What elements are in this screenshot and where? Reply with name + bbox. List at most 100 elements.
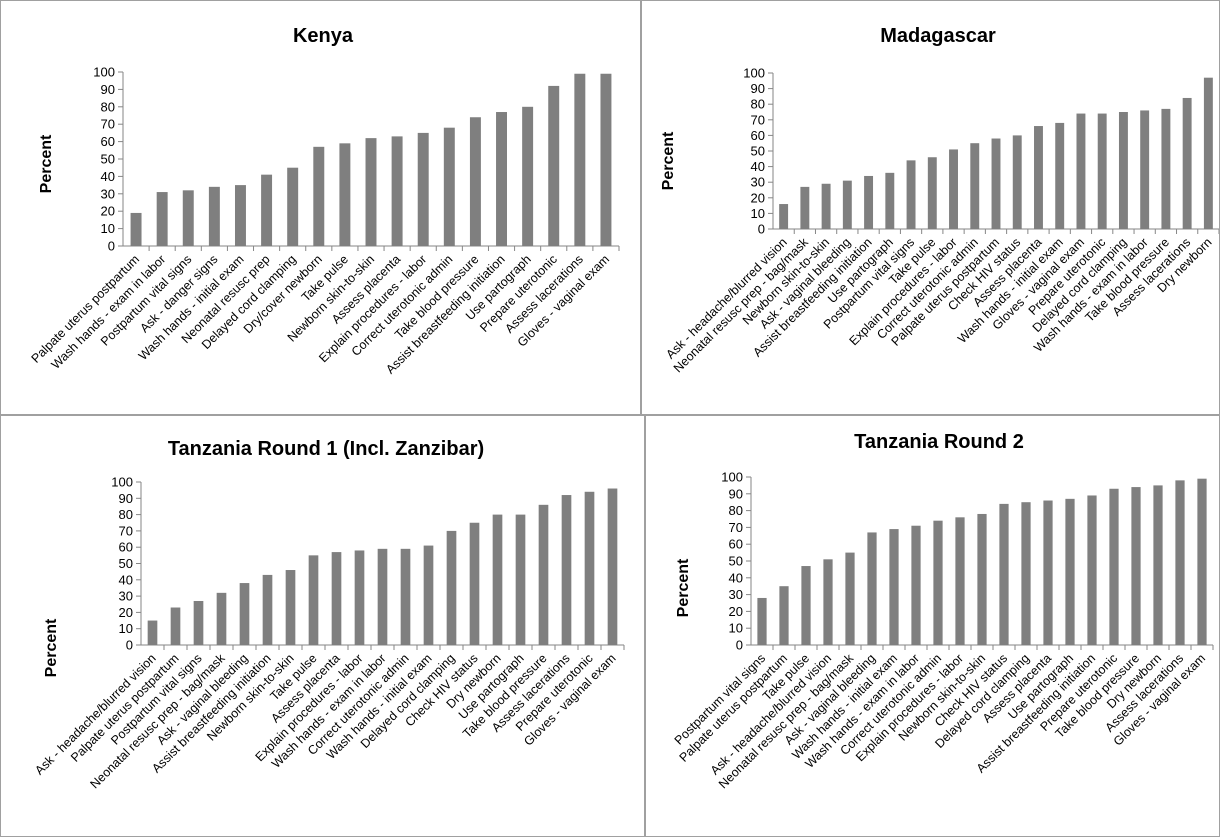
bar-ask-vaginal-bleeding [239, 583, 250, 645]
chart-title: Tanzania Round 2 [854, 431, 1024, 453]
bar-delayed-cord-clamping [287, 167, 299, 246]
bar-take-pulse [308, 555, 319, 645]
bar-ask-headache-blurred-vision [147, 620, 158, 645]
y-tick-label: 90 [751, 81, 765, 96]
bar-assess-placenta [1043, 500, 1053, 645]
y-axis-label: Percent [38, 134, 55, 193]
y-tick-label: 70 [729, 520, 743, 535]
bar-wash-hands-initial-exam [423, 545, 434, 645]
y-axis-label: Percent [675, 558, 692, 617]
bar-assess-placenta [391, 136, 403, 246]
y-tick-label: 50 [751, 144, 765, 159]
bar-ask-vaginal-bleeding [867, 532, 877, 645]
bar-neonatal-resusc-prep-bag-mask [216, 592, 227, 645]
y-tick-label: 0 [126, 638, 133, 653]
bar-newborn-skin-to-skin [977, 513, 987, 645]
y-tick-label: 30 [751, 175, 765, 190]
bar-prepare-uterotonic [1097, 113, 1107, 229]
bar-check-hiv-status [1012, 135, 1022, 229]
bar-check-hiv-status [999, 503, 1009, 645]
y-tick-label: 30 [729, 587, 743, 602]
bar-gloves-vaginal-exam [1197, 478, 1207, 645]
y-tick-label: 50 [729, 554, 743, 569]
y-tick-label: 30 [101, 186, 115, 201]
y-tick-label: 100 [743, 66, 765, 81]
chart-title: Tanzania Round 1 (Incl. Zanzibar) [168, 438, 484, 460]
bar-assist-breastfeeding-initiation [1087, 495, 1097, 645]
chart-kenya: Kenya Percent 0 10 20 30 40 50 60 70 80 90 100 Palpat… [29, 25, 620, 377]
y-tick-label: 80 [751, 97, 765, 112]
bar-take-blood-pressure [1161, 108, 1171, 229]
bar-newborn-skin-to-skin [365, 138, 377, 246]
y-tick-label: 40 [119, 572, 133, 587]
y-tick-label: 30 [119, 589, 133, 604]
y-tick-label: 20 [751, 190, 765, 205]
chart-title: Kenya [293, 25, 354, 47]
bar-assess-lacerations [1182, 97, 1192, 230]
y-tick-label: 70 [119, 523, 133, 538]
y-tick-label: 100 [93, 65, 115, 80]
y-tick-label: 40 [729, 570, 743, 585]
chart-madagascar: MadagascarPercent0102030405060708090100A… [660, 25, 1219, 375]
y-tick-label: 80 [729, 503, 743, 518]
y-tick-label: 0 [736, 638, 743, 653]
y-tick-label: 20 [119, 605, 133, 620]
bar-gloves-vaginal-exam [600, 73, 612, 247]
bar-use-partograph [522, 106, 534, 246]
bar-assess-placenta [331, 552, 342, 645]
bar-explain-procedures-labor [949, 149, 958, 229]
bar-take-pulse [801, 566, 811, 645]
bar-neonatal-resusc-prep [261, 174, 273, 246]
bar-assist-breastfeeding-initiation [262, 574, 273, 645]
bar-correct-uterotonic-admin [970, 143, 980, 229]
bar-assess-lacerations [1175, 480, 1185, 645]
chart-title: Madagascar [880, 25, 996, 47]
y-tick-label: 60 [119, 540, 133, 555]
bar-prepare-uterotonic [548, 85, 560, 246]
bar-prepare-uterotonic [1109, 488, 1119, 645]
bar-correct-uterotonic-admin [400, 548, 411, 645]
bar-wash-hands-exam-in-labor [156, 192, 168, 246]
y-tick-label: 100 [111, 475, 133, 490]
bar-delayed-cord-clamping [1021, 502, 1031, 645]
x-tick-label: Palpate uterus postpartum [29, 252, 143, 366]
bar-take-blood-pressure [469, 117, 481, 247]
bar-take-blood-pressure [1131, 487, 1141, 645]
bar-postpartum-vital-signs [757, 597, 767, 645]
y-axis-label: Percent [660, 131, 677, 190]
bar-assess-lacerations [561, 495, 572, 645]
bar-wash-hands-initial-exam [889, 529, 899, 645]
y-tick-label: 20 [729, 604, 743, 619]
bar-check-hiv-status [469, 522, 480, 645]
bar-wash-hands-exam-in-labor [911, 525, 921, 645]
bar-assess-placenta [1034, 126, 1043, 229]
bar-use-partograph [885, 172, 895, 229]
y-tick-label: 0 [108, 239, 115, 254]
y-tick-label: 90 [101, 82, 115, 97]
y-tick-label: 40 [101, 169, 115, 184]
bar-ask-vaginal-bleeding [842, 180, 852, 229]
y-tick-label: 90 [729, 486, 743, 501]
bar-delayed-cord-clamping [446, 530, 457, 645]
bar-wash-hands-exam-in-labor [1140, 110, 1150, 229]
bar-neonatal-resusc-prep-bag-mask [845, 552, 855, 645]
bar-gloves-vaginal-exam [1076, 113, 1086, 229]
bar-use-partograph [515, 514, 526, 645]
y-tick-label: 10 [729, 621, 743, 636]
bar-gloves-vaginal-exam [607, 488, 618, 645]
bar-dry-newborn [492, 514, 503, 645]
bar-palpate-uterus-postpartum [170, 607, 181, 645]
y-tick-label: 60 [101, 134, 115, 149]
bar-palpate-uterus-postpartum [991, 138, 1001, 229]
y-tick-label: 50 [101, 152, 115, 167]
bar-take-pulse [339, 143, 351, 246]
bar-take-blood-pressure [538, 504, 549, 645]
bar-wash-hands-initial-exam [1055, 122, 1065, 229]
bar-prepare-uterotonic [584, 491, 595, 645]
bar-postpartum-vital-signs [182, 190, 194, 246]
bar-wash-hands-exam-in-labor [377, 548, 388, 645]
bar-dry-newborn [1203, 77, 1213, 230]
bar-postpartum-vital-signs [906, 160, 916, 229]
bar-explain-procedures-labor [417, 132, 429, 246]
